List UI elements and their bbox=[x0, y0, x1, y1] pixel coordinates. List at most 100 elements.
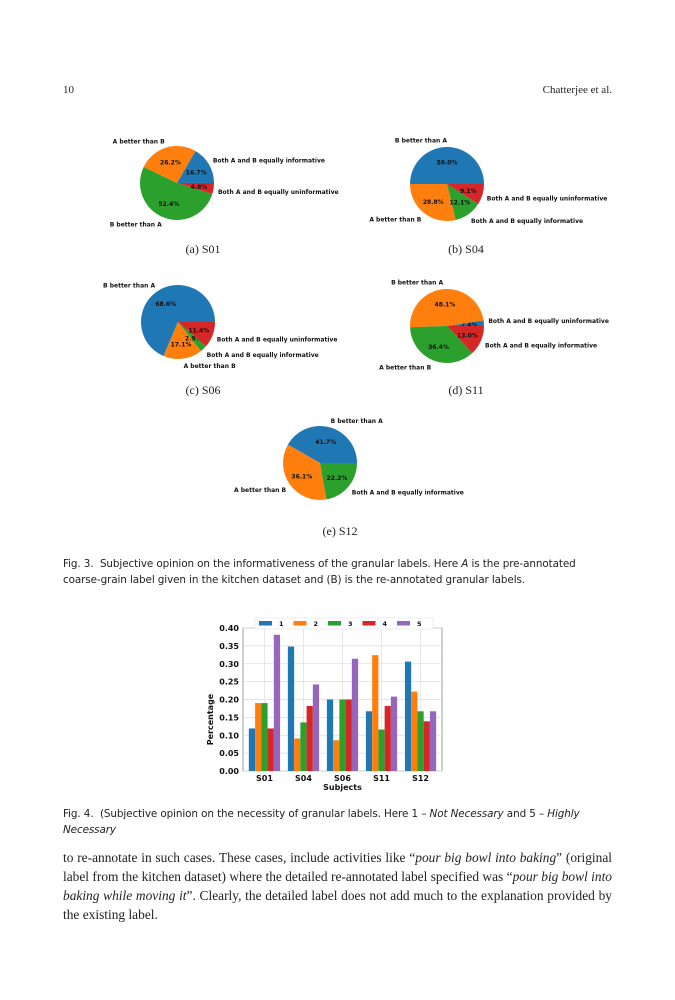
pie-category-label: B better than A bbox=[331, 418, 383, 425]
caption-text: and 5 – bbox=[503, 808, 548, 820]
pie-percent-label: 50.0% bbox=[437, 159, 458, 166]
pie-slice bbox=[163, 322, 202, 360]
body-text: ”. Clearly, the detailed label does not … bbox=[63, 888, 612, 922]
bar bbox=[411, 691, 418, 771]
bar bbox=[261, 703, 268, 771]
subcaption-a: (a) S01 bbox=[185, 242, 221, 256]
pie-slice bbox=[143, 146, 196, 183]
pie-category-label: B better than A bbox=[103, 282, 155, 289]
y-tick-label: 0.20 bbox=[219, 696, 239, 705]
pie-slice bbox=[178, 322, 206, 351]
pie-percent-label: 22.2% bbox=[327, 475, 348, 482]
pie-percent-label: 28.8% bbox=[423, 199, 444, 206]
bar bbox=[294, 738, 301, 771]
pie-percent-label: 26.2% bbox=[160, 159, 181, 166]
subcaption-d: (d) S11 bbox=[448, 383, 484, 397]
legend-swatch bbox=[259, 621, 272, 626]
x-tick-label: S01 bbox=[256, 774, 273, 783]
legend-label: 4 bbox=[383, 620, 388, 628]
body-text: ” (original label from the kitchen datas… bbox=[63, 850, 613, 884]
legend-label: 5 bbox=[417, 620, 422, 628]
pie-category-label: Both A and B equally uninformative bbox=[487, 196, 608, 203]
bar bbox=[365, 711, 373, 771]
legend-label: 2 bbox=[314, 620, 319, 628]
y-tick-label: 0.30 bbox=[219, 660, 239, 669]
subcaption-c: (c) S06 bbox=[185, 383, 221, 397]
y-tick-label: 0.35 bbox=[219, 642, 239, 651]
pie-percent-label: 68.6% bbox=[155, 301, 176, 308]
pie-percent-label: 17.1% bbox=[171, 341, 192, 348]
pie-category-label: Both A and B equally uninformative bbox=[488, 318, 609, 325]
y-tick-label: 0.25 bbox=[219, 678, 239, 687]
pie-category-label: Both A and B equally uninformative bbox=[217, 337, 338, 344]
bar bbox=[287, 646, 295, 771]
caption-italic: Not Necessary bbox=[429, 808, 504, 820]
x-tick-label: S11 bbox=[373, 774, 390, 783]
body-text: to re-annotate in such cases. These case… bbox=[63, 850, 416, 865]
pie-percent-label: 4.8% bbox=[191, 184, 208, 191]
pie-category-label: Both A and B equally informative bbox=[213, 157, 325, 164]
x-axis-label: Subjects bbox=[323, 783, 362, 792]
pie-percent-label: 12.1% bbox=[449, 200, 470, 207]
pie-percent-label: 41.7% bbox=[315, 439, 336, 446]
pie-category-label: Both A and B equally informative bbox=[352, 490, 464, 497]
figure3-caption: Fig. 3. Subjective opinion on the inform… bbox=[63, 556, 613, 588]
caption-label: Fig. 4. bbox=[63, 808, 94, 820]
pie-slice bbox=[320, 463, 357, 500]
pie-slice bbox=[139, 166, 213, 221]
pie-slice bbox=[283, 444, 327, 501]
x-tick-label: S06 bbox=[334, 774, 351, 783]
bar bbox=[306, 705, 313, 771]
figure4-caption: Fig. 4. (Subjective opinion on the neces… bbox=[63, 806, 613, 838]
pie-slice bbox=[178, 322, 215, 347]
pie-category-label: A better than B bbox=[379, 364, 431, 371]
pie-category-label: Both A and B equally uninformative bbox=[218, 189, 339, 196]
legend-label: 1 bbox=[279, 620, 284, 628]
body-paragraph: to re-annotate in such cases. These case… bbox=[63, 848, 612, 924]
subcaption-b: (b) S04 bbox=[448, 242, 484, 256]
caption-text: (Subjective opinion on the necessity of … bbox=[99, 808, 430, 820]
bar bbox=[300, 722, 307, 771]
pie-category-label: Both A and B equally informative bbox=[207, 352, 319, 359]
pie-category-label: A better than B bbox=[234, 487, 286, 494]
pie-slice bbox=[141, 285, 215, 357]
pie-percent-label: 16.7% bbox=[186, 169, 207, 176]
body-italic: pour big bowl into baking while moving i… bbox=[63, 869, 612, 903]
bar bbox=[378, 729, 385, 771]
bar bbox=[372, 655, 379, 771]
body-italic: pour big bowl into baking bbox=[415, 850, 557, 865]
bar bbox=[333, 740, 340, 771]
running-title: Chatterjee et al. bbox=[542, 84, 612, 96]
pie-slice bbox=[410, 288, 484, 328]
y-tick-label: 0.05 bbox=[219, 749, 239, 758]
pie-slice bbox=[447, 184, 484, 205]
pie-category-label: Both A and B equally informative bbox=[471, 218, 583, 225]
pie-percent-label: 36.1% bbox=[291, 473, 312, 480]
legend-swatch bbox=[328, 621, 341, 626]
y-tick-label: 0.00 bbox=[219, 767, 239, 776]
bar bbox=[417, 711, 424, 771]
pie-percent-label: 2.9% bbox=[185, 336, 202, 343]
pie-category-label: A better than B bbox=[113, 138, 165, 145]
pie-percent-label: 48.1% bbox=[435, 301, 456, 308]
bar bbox=[404, 661, 412, 771]
bar bbox=[312, 684, 320, 771]
pie-percent-label: 52.4% bbox=[158, 201, 179, 208]
bar bbox=[351, 658, 359, 771]
bar bbox=[255, 703, 262, 771]
pie-percent-label: 2.4% bbox=[461, 322, 478, 329]
bar bbox=[390, 696, 398, 771]
caption-italic: Highly Necessary bbox=[63, 808, 580, 836]
bar bbox=[429, 711, 437, 771]
bar bbox=[248, 728, 256, 771]
pie-percent-label: 13.0% bbox=[457, 332, 478, 339]
legend-box bbox=[254, 617, 434, 630]
pie-slice bbox=[177, 183, 214, 194]
pie-percent-label: 36.4% bbox=[428, 344, 449, 351]
pie-slice bbox=[410, 326, 473, 363]
pie-slice bbox=[287, 426, 357, 463]
bar bbox=[423, 721, 430, 771]
pie-category-label: Both A and B equally informative bbox=[485, 342, 597, 349]
legend-swatch bbox=[293, 621, 307, 626]
